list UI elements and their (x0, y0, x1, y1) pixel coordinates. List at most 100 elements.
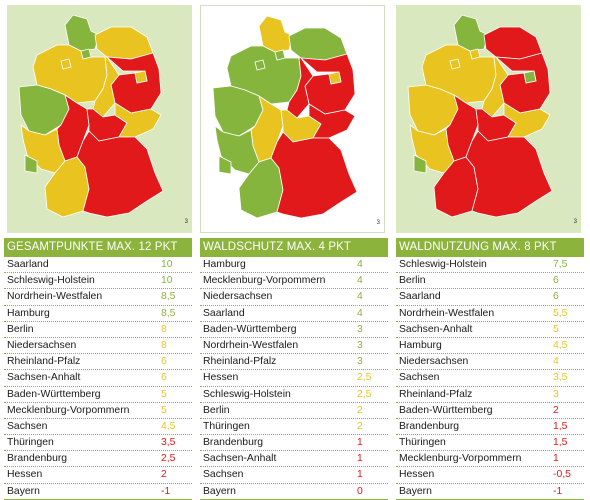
state-name: Nordrhein-Westfalen (399, 307, 495, 319)
state-score: 6 (553, 275, 559, 287)
state-score: 8,5 (161, 291, 176, 303)
state-name: Schleswig-Holstein (7, 275, 95, 287)
state-region-mv (94, 26, 154, 60)
state-name: Baden-Württemberg (7, 388, 101, 400)
germany-map-gesamtpunkte: 3 (7, 5, 192, 233)
table-row: Thüringen 3,5 (4, 435, 192, 452)
state-name: Schleswig-Holstein (399, 259, 487, 270)
state-score: 4 (357, 259, 363, 270)
state-name: Rheinland-Pfalz (203, 356, 277, 368)
table-row: Saarland 10 (4, 257, 192, 274)
table-row: Sachsen 1 (200, 467, 388, 484)
state-region-mv (288, 27, 348, 61)
state-name: Mecklenburg-Vorpommern (203, 275, 326, 287)
state-score: 1 (553, 453, 559, 465)
table-row: Mecklenburg-Vorpommern 4 (200, 273, 388, 290)
state-region-hb (60, 58, 72, 70)
state-name: Saarland (203, 307, 245, 319)
state-score: -1 (161, 485, 171, 497)
state-name: Hessen (7, 469, 43, 481)
state-score: 0 (357, 485, 363, 497)
state-score: 4 (357, 291, 363, 303)
state-score: 1,5 (553, 420, 568, 432)
state-name: Sachsen-Anhalt (203, 453, 277, 465)
table-row: Hessen 2 (4, 467, 192, 484)
state-name: Bayern (7, 485, 40, 497)
state-name: Niedersachsen (399, 356, 469, 368)
state-region-sl (24, 154, 38, 174)
table-row: Berlin 8 (4, 322, 192, 338)
state-score: 8,5 (161, 307, 176, 319)
state-name: Hamburg (7, 307, 50, 319)
state-name: Thüringen (399, 437, 446, 449)
state-score: 6 (161, 372, 167, 384)
state-name: Rheinland-Pfalz (399, 388, 473, 400)
table-row: Nordrhein-Westfalen 3 (200, 338, 388, 355)
state-name: Thüringen (203, 420, 250, 432)
state-score: 3,5 (161, 437, 176, 449)
state-score: 2,5 (357, 372, 372, 384)
state-score: 5 (553, 323, 559, 335)
state-score: 6 (553, 291, 559, 303)
table-row: Niedersachsen 4 (396, 354, 584, 371)
state-score: 8 (161, 323, 167, 335)
state-score: 2 (553, 404, 559, 416)
state-name: Sachsen (203, 469, 244, 481)
table-waldschutz: WALDSCHUTZ MAX. 4 PKT Hamburg 4 Mecklenbur… (200, 238, 388, 500)
germany-map-waldnutzung: 3 (396, 5, 581, 233)
state-name: Mecklenburg-Vorpommern (399, 453, 522, 465)
state-score: 4 (357, 307, 363, 319)
state-name: Thüringen (7, 437, 54, 449)
table-row: Saarland 6 (396, 289, 584, 306)
table-row: Brandenburg 2,5 (4, 451, 192, 468)
table-waldnutzung: WALDNUTZUNG MAX. 8 PKT Schleswig-Holstei… (396, 238, 584, 500)
state-name: Nordrhein-Westfalen (203, 339, 299, 351)
table-row: Mecklenburg-Vorpommern 1 (396, 451, 584, 468)
state-score: 1 (357, 453, 363, 465)
table-header: WALDSCHUTZ MAX. 4 PKT (200, 238, 388, 257)
state-score: 5,5 (553, 307, 568, 319)
state-region-hh (274, 49, 286, 61)
table-row: Sachsen-Anhalt 5 (396, 322, 584, 338)
state-score: 10 (161, 259, 173, 270)
state-name: Nordrhein-Westfalen (7, 291, 103, 303)
map-note: 3 (376, 220, 380, 226)
state-name: Sachsen (7, 420, 48, 432)
table-row: Baden-Württemberg 2 (396, 403, 584, 419)
table-gesamtpunkte: GESAMTPUNKTE MAX. 12 PKT Saarland 10 Schle… (4, 238, 192, 500)
state-name: Bayern (203, 485, 236, 497)
state-region-hb (254, 59, 266, 71)
state-name: Sachsen-Anhalt (7, 372, 81, 384)
table-row: Hessen -0,5 (396, 467, 584, 484)
state-name: Baden-Württemberg (203, 323, 297, 335)
state-region-hh (80, 48, 92, 60)
map-note: 3 (184, 219, 188, 225)
table-row: Schleswig-Holstein 10 (4, 273, 192, 290)
table-row: Niedersachsen 8 (4, 338, 192, 355)
table-row: Niedersachsen 4 (200, 289, 388, 306)
table-row: Sachsen 4,5 (4, 419, 192, 436)
table-row: Bayern -1 (396, 484, 584, 500)
table-row: Schleswig-Holstein 2,5 (200, 387, 388, 403)
table-rows: Saarland 10 Schleswig-Holstein 10 Nordrhein-… (4, 257, 192, 500)
state-name: Bayern (399, 485, 432, 497)
map-svg (18, 14, 164, 218)
state-region-by (270, 131, 358, 219)
state-name: Niedersachsen (203, 291, 273, 303)
state-score: 2 (161, 469, 167, 481)
state-name: Saarland (399, 291, 441, 303)
state-score: 4 (553, 356, 559, 368)
state-region-sl (413, 154, 427, 174)
state-region-be (134, 70, 148, 84)
state-name: Sachsen (399, 372, 440, 384)
map-svg (407, 14, 553, 218)
table-row: Bayern 0 (200, 484, 388, 500)
state-score: 3 (553, 388, 559, 400)
table-header: GESAMTPUNKTE MAX. 12 PKT (4, 238, 192, 257)
state-score: 6 (161, 356, 167, 368)
state-name: Brandenburg (7, 453, 68, 465)
state-name: Brandenburg (399, 420, 460, 432)
table-row: Nordrhein-Westfalen 8,5 (4, 289, 192, 306)
table-row: Mecklenburg-Vorpommern 5 (4, 403, 192, 419)
germany-map-waldschutz: 3 (200, 5, 385, 233)
